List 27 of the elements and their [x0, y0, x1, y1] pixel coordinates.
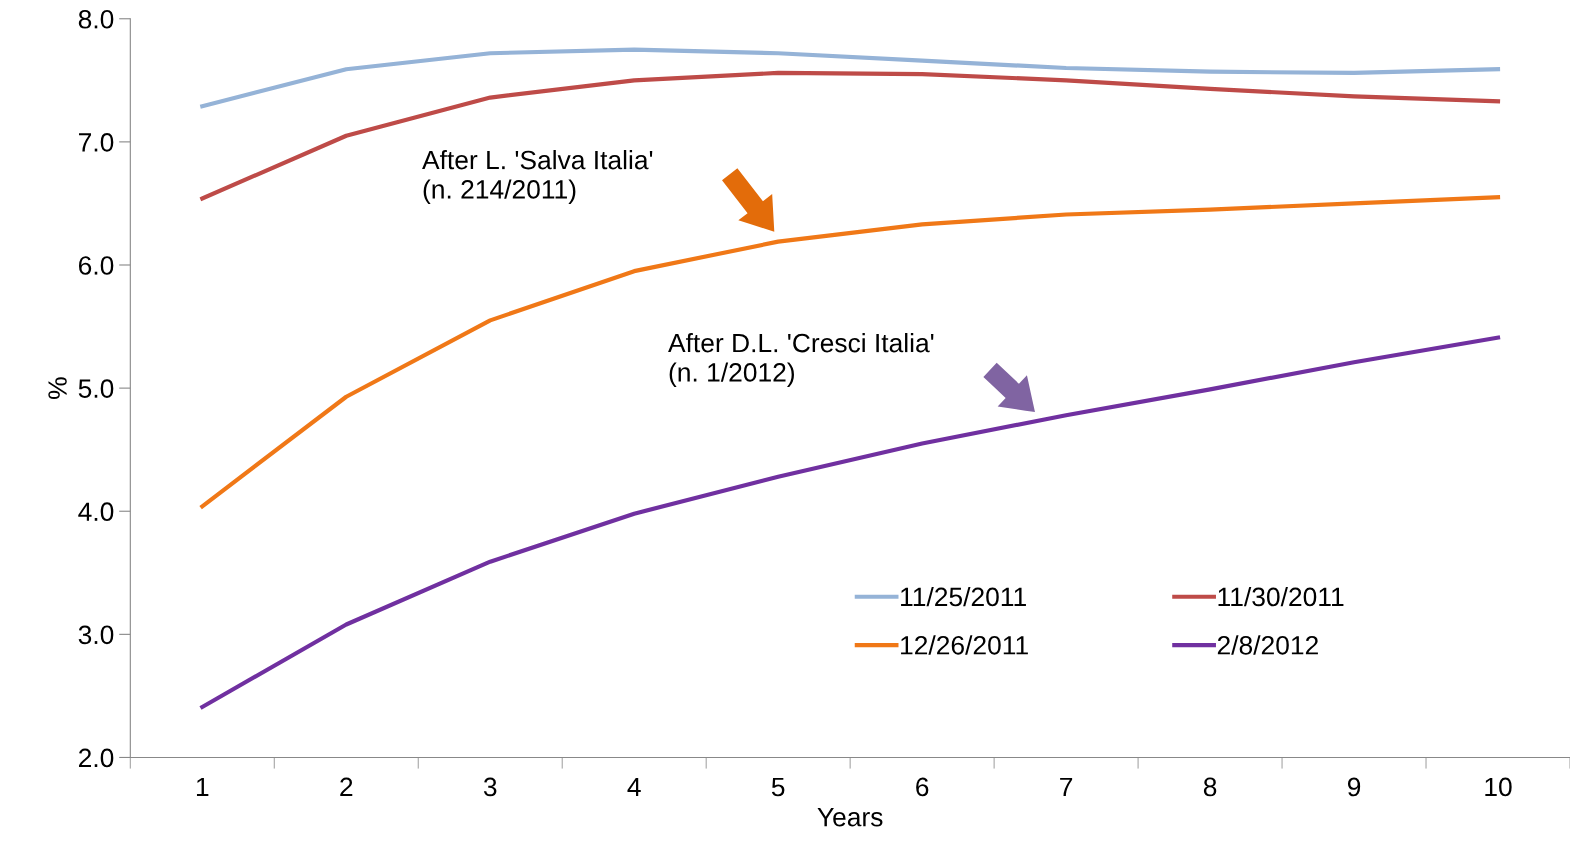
- x-axis-title: Years: [817, 808, 883, 827]
- line-series: [200, 47, 1501, 109]
- y-tick-label: 8.0: [78, 9, 114, 29]
- y-tick-label: 3.0: [78, 625, 114, 645]
- x-tick-label: 6: [916, 777, 929, 797]
- y-tick-label: 4.0: [78, 502, 114, 522]
- x-tick-label: 5: [771, 777, 785, 797]
- x-tick-label: 10: [1485, 777, 1512, 797]
- x-tick-label: 4: [627, 777, 641, 797]
- x-tick-label: 9: [1347, 777, 1361, 797]
- legend-label: 12/26/2011: [901, 635, 1028, 655]
- y-tick-label: 2.0: [78, 748, 114, 768]
- y-axis-title: %: [48, 377, 67, 399]
- y-tick-label: 7.0: [79, 133, 114, 152]
- x-tick-label: 3: [483, 777, 497, 797]
- annotation: After L. 'Salva Italia' (n. 214/2011): [422, 150, 653, 204]
- legend-label: 2/8/2012: [1217, 635, 1318, 655]
- y-tick-label: 5.0: [78, 379, 114, 398]
- y-tick-label: 6.0: [79, 256, 114, 275]
- x-tick-label: 1: [196, 777, 209, 797]
- x-tick-label: 2: [340, 777, 353, 797]
- line-series: [200, 335, 1501, 710]
- legend-label: 11/25/2011: [901, 586, 1026, 607]
- x-tick-label: 7: [1060, 777, 1073, 797]
- x-tick-label: 8: [1203, 777, 1217, 797]
- annotation: After D.L. 'Cresci Italia' (n. 1/2012): [668, 333, 934, 387]
- legend-label: 11/30/2011: [1218, 586, 1344, 607]
